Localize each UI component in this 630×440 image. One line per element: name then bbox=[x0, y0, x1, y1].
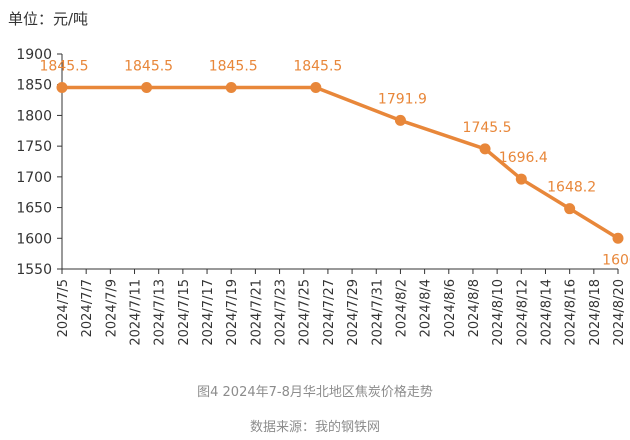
y-tick-label: 1650 bbox=[16, 201, 52, 217]
x-tick-label: 2024/8/14 bbox=[539, 279, 554, 346]
y-tick-label: 1550 bbox=[16, 262, 52, 278]
data-point bbox=[141, 81, 153, 93]
x-tick-label: 2024/7/15 bbox=[177, 279, 192, 346]
data-point bbox=[515, 173, 527, 185]
data-point bbox=[564, 203, 576, 215]
x-tick-label: 2024/8/16 bbox=[564, 279, 579, 346]
x-tick-label: 2024/8/12 bbox=[515, 279, 530, 346]
data-label: 1845.5 bbox=[40, 58, 89, 74]
unit-label: 单位：元/吨 bbox=[8, 10, 89, 28]
data-label: 1791.9 bbox=[378, 91, 427, 107]
data-point bbox=[612, 232, 624, 244]
figure-caption: 图4 2024年7-8月华北地区焦炭价格走势 bbox=[197, 385, 433, 400]
x-tick-label: 2024/7/11 bbox=[129, 279, 144, 346]
x-tick-label: 2024/8/4 bbox=[419, 279, 434, 337]
x-tick-label: 2024/8/6 bbox=[443, 279, 458, 337]
y-tick-label: 1800 bbox=[16, 108, 52, 124]
y-tick-label: 1700 bbox=[16, 170, 52, 186]
y-tick-label: 1750 bbox=[16, 139, 52, 155]
data-point bbox=[225, 81, 237, 93]
data-point bbox=[394, 114, 406, 126]
data-point bbox=[310, 81, 322, 93]
x-tick-label: 2024/8/10 bbox=[491, 279, 506, 346]
x-tick-label: 2024/7/31 bbox=[370, 279, 385, 346]
x-tick-label: 2024/7/9 bbox=[104, 279, 119, 337]
x-tick-label: 2024/7/29 bbox=[346, 279, 361, 346]
x-tick-label: 2024/8/8 bbox=[467, 279, 482, 337]
x-tick-label: 2024/7/25 bbox=[298, 279, 313, 346]
data-label: 1696.4 bbox=[499, 150, 548, 166]
data-label: 1845.5 bbox=[293, 58, 342, 74]
x-tick-label: 2024/7/13 bbox=[153, 279, 168, 346]
x-tick-label: 2024/7/21 bbox=[249, 279, 264, 346]
x-tick-label: 2024/7/23 bbox=[274, 279, 289, 346]
x-tick-label: 2024/7/17 bbox=[201, 279, 216, 346]
x-tick-label: 2024/7/7 bbox=[80, 279, 95, 337]
data-label: 1648.2 bbox=[547, 180, 596, 196]
data-label: 1745.5 bbox=[463, 120, 512, 136]
x-tick-label: 2024/8/20 bbox=[612, 279, 627, 346]
x-tick-label: 2024/7/19 bbox=[225, 279, 240, 346]
y-tick-label: 1900 bbox=[16, 47, 52, 63]
y-tick-label: 1850 bbox=[16, 78, 52, 94]
data-label: 1845.5 bbox=[124, 58, 173, 74]
source-note: 数据来源：我的钢铁网 bbox=[249, 420, 380, 435]
x-tick-label: 2024/8/2 bbox=[394, 279, 409, 337]
data-point bbox=[56, 81, 68, 93]
x-tick-label: 2024/7/27 bbox=[322, 279, 337, 346]
x-tick-label: 2024/8/18 bbox=[588, 279, 603, 346]
data-label: 1845.5 bbox=[209, 58, 258, 74]
y-tick-label: 1600 bbox=[16, 231, 52, 247]
x-tick-label: 2024/7/5 bbox=[56, 279, 71, 337]
data-label: 1600 bbox=[602, 252, 630, 268]
data-point bbox=[479, 143, 491, 155]
